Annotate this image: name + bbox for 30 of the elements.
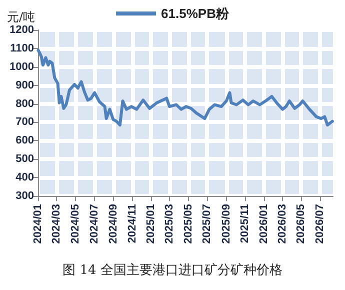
y-axis-title: 元/吨 [7,10,36,24]
x-tick-label: 2024/11 [126,204,138,244]
x-tick-label: 2024/05 [69,204,82,244]
legend-label: 61.5%PB粉 [161,6,230,21]
x-tick-label: 2026/05 [295,204,308,244]
x-tick-label: 2024/07 [88,204,100,244]
x-tick-label: 2025/07 [201,204,214,244]
x-tick-label: 2025/09 [220,204,232,244]
y-tick-label: 900 [16,79,34,92]
text: 图 14 全国主要港口进口矿分矿种价格 [62,262,282,278]
x-tick-label: 2025/05 [182,204,194,244]
y-tick-label: 500 [16,153,34,166]
x-tick-label: 2024/03 [50,204,63,244]
y-tick-label: 700 [16,116,34,128]
x-tick-label: 2025/11 [239,204,252,244]
x-tick-label: 2025/01 [145,204,158,244]
x-tick-label: 2026/03 [276,204,288,244]
y-tick-label: 400 [16,172,34,184]
y-tick-label: 1100 [10,42,34,54]
line-series [36,48,334,126]
x-tick-label: 2025/03 [163,204,176,244]
x-tick-label: 2026/07 [314,204,326,244]
x-tick-label: 2024/09 [107,204,120,244]
y-tick-label: 1200 [10,24,34,36]
x-tick-label: 2026/01 [258,204,270,244]
x-tick-label: 2024/01 [32,204,44,244]
y-tick-label: 600 [16,134,34,147]
y-tick-label: 1000 [10,60,34,73]
y-tick-label: 800 [16,98,34,110]
y-tick-label: 300 [16,190,34,202]
